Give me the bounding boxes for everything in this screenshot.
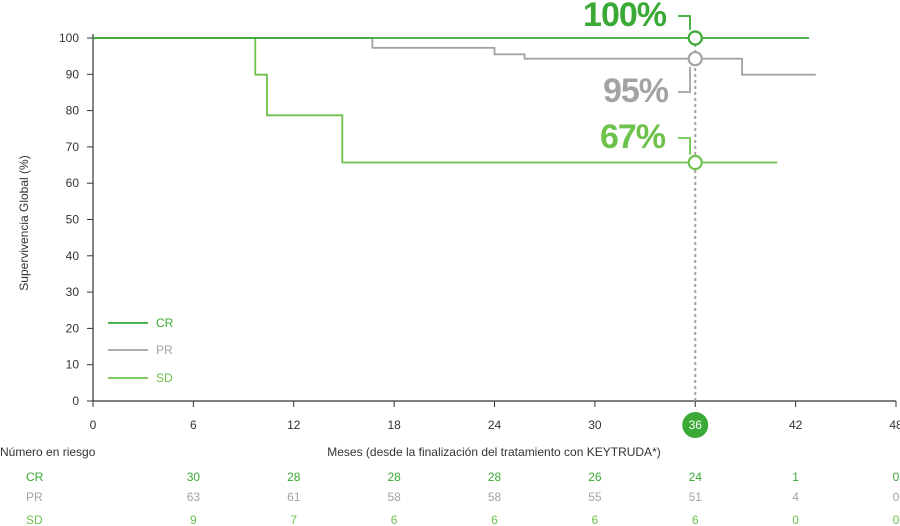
risk-value-pr: 58 xyxy=(488,490,502,504)
risk-row-label-pr: PR xyxy=(26,490,43,504)
callout-label-pr: 95% xyxy=(603,72,669,110)
y-tick-label: 80 xyxy=(66,104,80,118)
x-tick-label: 48 xyxy=(889,418,900,432)
x-tick-label-highlight: 36 xyxy=(689,418,703,432)
risk-value-pr: 58 xyxy=(387,490,401,504)
risk-value-cr: 24 xyxy=(689,470,703,484)
risk-value-sd: 6 xyxy=(491,513,498,526)
y-tick-label: 60 xyxy=(66,176,80,190)
risk-value-sd: 9 xyxy=(190,513,197,526)
callout-leader-pr xyxy=(678,66,691,93)
series-line-pr xyxy=(93,37,816,76)
callout-leader-sd xyxy=(678,137,691,155)
risk-value-pr: 0 xyxy=(893,490,900,504)
risk-value-pr: 63 xyxy=(187,490,201,504)
risk-value-sd: 0 xyxy=(893,513,900,526)
y-axis-title: Supervivencia Global (%) xyxy=(17,155,31,290)
marker-sd xyxy=(687,154,703,171)
risk-value-cr: 28 xyxy=(488,470,502,484)
risk-value-sd: 0 xyxy=(792,513,799,526)
callout-label-sd: 67% xyxy=(600,118,666,156)
x-tick-label: 6 xyxy=(190,418,197,432)
legend-label-pr: PR xyxy=(156,343,173,357)
y-tick-label: 40 xyxy=(66,249,80,263)
risk-value-pr: 51 xyxy=(689,490,703,504)
risk-value-cr: 28 xyxy=(387,470,401,484)
risk-value-sd: 6 xyxy=(692,513,699,526)
legend-label-sd: SD xyxy=(156,371,173,385)
y-tick-label: 0 xyxy=(72,394,79,408)
y-tick-label: 10 xyxy=(66,358,80,372)
x-tick-label: 0 xyxy=(90,418,97,432)
y-tick-label: 70 xyxy=(66,140,80,154)
risk-value-sd: 7 xyxy=(290,513,297,526)
x-tick-label: 42 xyxy=(789,418,803,432)
marker-pr xyxy=(687,51,703,67)
y-tick-label: 20 xyxy=(66,321,80,335)
risk-value-cr: 26 xyxy=(588,470,602,484)
risk-value-sd: 6 xyxy=(391,513,398,526)
series-line-sd xyxy=(93,37,778,164)
risk-value-cr: 28 xyxy=(287,470,301,484)
risk-value-cr: 1 xyxy=(792,470,799,484)
y-tick-label: 30 xyxy=(66,285,80,299)
y-tick-label: 90 xyxy=(66,67,80,81)
risk-value-pr: 4 xyxy=(792,490,799,504)
marker-cr xyxy=(687,30,703,46)
highlight-tick-circle xyxy=(682,412,709,438)
risk-row-label-cr: CR xyxy=(26,470,44,484)
x-tick-label: 24 xyxy=(488,418,502,432)
callout-leader-cr xyxy=(678,15,691,30)
callout-label-cr: 100% xyxy=(583,0,667,34)
x-axis-title: Meses (desde la finalización del tratami… xyxy=(327,445,660,459)
x-tick-label: 12 xyxy=(287,418,301,432)
y-tick-label: 100 xyxy=(59,31,79,45)
legend-label-cr: CR xyxy=(156,316,174,330)
risk-value-pr: 61 xyxy=(287,490,301,504)
risk-row-label-sd: SD xyxy=(26,513,43,526)
x-tick-label: 30 xyxy=(588,418,602,432)
risk-value-sd: 6 xyxy=(592,513,599,526)
risk-value-cr: 30 xyxy=(187,470,201,484)
risk-value-cr: 0 xyxy=(893,470,900,484)
x-tick-label: 18 xyxy=(387,418,401,432)
y-tick-label: 50 xyxy=(66,213,80,227)
risk-table-title: Número en riesgo xyxy=(0,445,96,459)
risk-value-pr: 55 xyxy=(588,490,602,504)
